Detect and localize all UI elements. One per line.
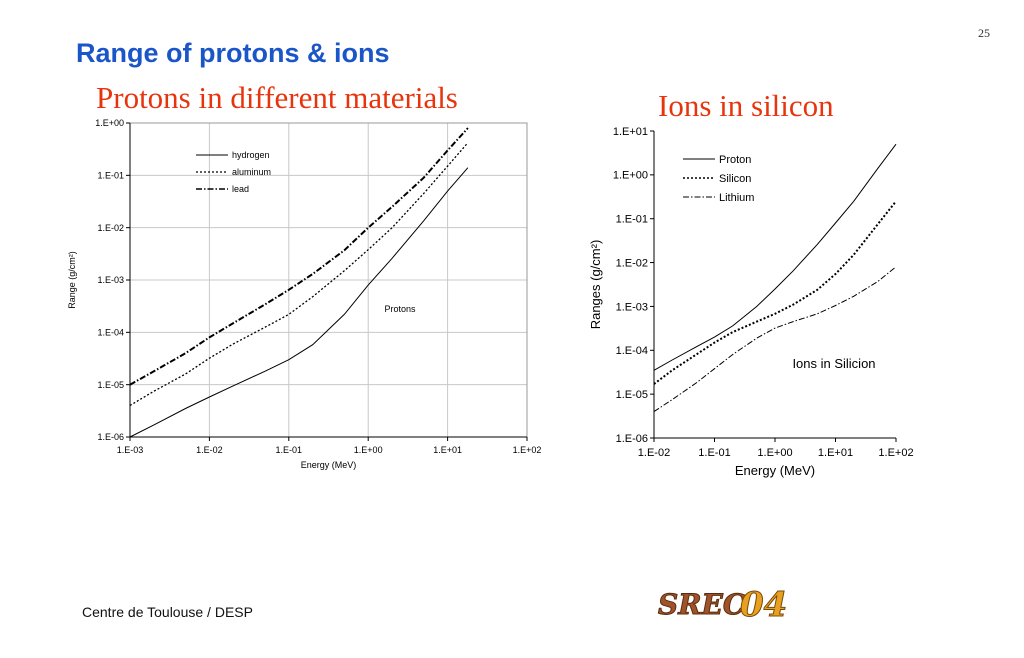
y-tick-label: 1.E-02 <box>616 257 648 269</box>
y-tick-label: 1.E+01 <box>613 126 648 138</box>
x-tick-label: 1.E+01 <box>818 447 853 459</box>
x-tick-label: 1.E+02 <box>878 447 913 459</box>
y-tick-label: 1.E-03 <box>97 275 124 285</box>
legend-label: Silicon <box>719 173 751 185</box>
series-line-hydrogen <box>129 167 469 438</box>
x-tick-label: 1.E+00 <box>354 445 383 455</box>
legend-label: hydrogen <box>232 150 270 160</box>
y-tick-label: 1.E-01 <box>97 170 124 180</box>
legend-label: Lithium <box>719 192 754 204</box>
y-axis-label: Ranges (g/cm²) <box>588 240 603 330</box>
x-axis-label: Energy (MeV) <box>735 463 815 478</box>
y-tick-label: 1.E-04 <box>97 327 124 337</box>
x-tick-label: 1.E-02 <box>638 447 670 459</box>
x-tick-label: 1.E-02 <box>196 445 223 455</box>
x-tick-label: 1.E-01 <box>276 445 303 455</box>
y-tick-label: 1.E-04 <box>616 345 648 357</box>
footer-text: Centre de Toulouse / DESP <box>82 604 253 620</box>
srec04-logo: SREC 04 <box>658 585 787 625</box>
y-tick-label: 1.E-05 <box>97 380 124 390</box>
series-line-silicon <box>653 200 897 385</box>
series-line-lithium <box>653 266 897 413</box>
y-tick-label: 1.E-02 <box>97 223 124 233</box>
x-tick-label: 1.E+02 <box>513 445 542 455</box>
legend-label: lead <box>232 184 249 194</box>
y-tick-label: 1.E+00 <box>613 170 648 182</box>
svg-text:SREC: SREC <box>658 588 746 621</box>
x-tick-label: 1.E+01 <box>433 445 462 455</box>
x-tick-label: 1.E-03 <box>117 445 144 455</box>
y-tick-label: 1.E-06 <box>616 433 648 445</box>
y-tick-label: 1.E-05 <box>616 389 648 401</box>
x-tick-label: 1.E+00 <box>757 447 792 459</box>
series-line-proton <box>653 143 897 371</box>
page-number: 25 <box>978 26 990 40</box>
x-axis-label: Energy (MeV) <box>301 460 357 470</box>
series-line-lead <box>129 127 469 386</box>
legend-label: Proton <box>719 154 751 166</box>
y-tick-label: 1.E-06 <box>97 432 124 442</box>
legend-label: aluminum <box>232 167 271 177</box>
slide-title: Range of protons & ions <box>76 38 390 68</box>
chart-annotation: Ions in Silicion <box>792 356 875 371</box>
y-axis-label: Range (g/cm²) <box>67 251 77 309</box>
y-tick-label: 1.E-01 <box>616 214 648 226</box>
chart-annotation: Protons <box>384 304 416 314</box>
y-tick-label: 1.E-03 <box>616 301 648 313</box>
series-line-aluminum <box>129 142 469 407</box>
x-tick-label: 1.E-01 <box>698 447 730 459</box>
left-chart-heading: Protons in different materials <box>96 80 458 115</box>
svg-text:04: 04 <box>740 585 786 624</box>
right-chart-heading: Ions in silicon <box>658 88 834 123</box>
y-tick-label: 1.E+00 <box>95 118 124 128</box>
